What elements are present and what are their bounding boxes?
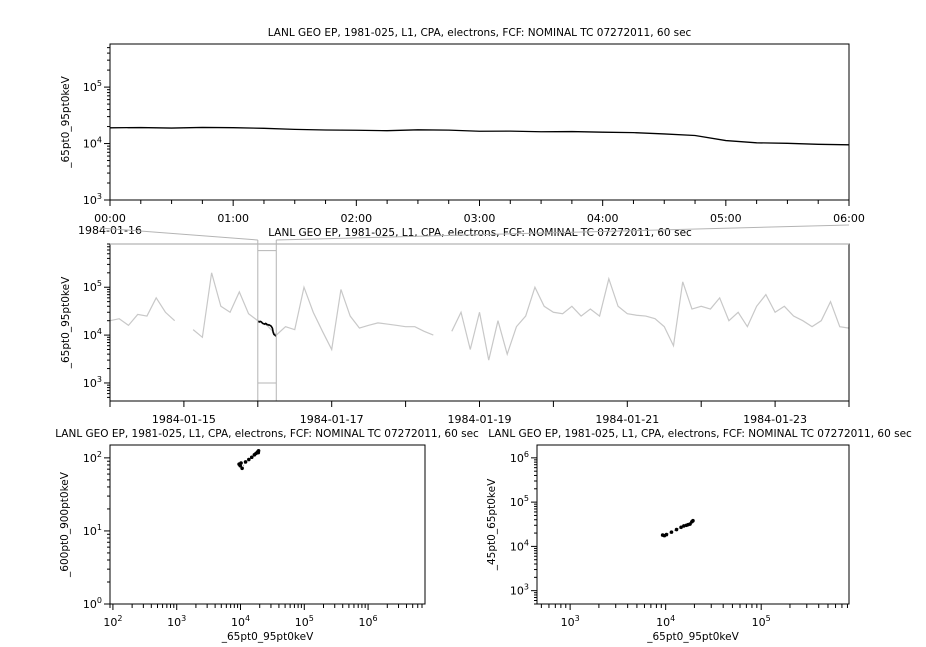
panel2-x-tick-label: 1984-01-15 [152, 413, 216, 426]
panel1-frame [109, 43, 850, 201]
panel1-x-tick-label: 02:00 [340, 212, 372, 225]
panel2-context-line [451, 276, 850, 361]
panel2-x-tick-label: 1984-01-17 [300, 413, 364, 426]
panel3-point [238, 463, 243, 468]
panel4-point [679, 525, 683, 530]
panel2-title: LANL GEO EP, 1981-025, L1, CPA, electron… [268, 227, 692, 239]
panel3-point [240, 466, 244, 471]
panel1-date-label: 1984-01-16 [78, 224, 142, 237]
panel1-y-tick-label: 105 [83, 79, 102, 94]
panel3-y-tick-label: 101 [83, 523, 102, 538]
panel4-frame [536, 444, 850, 605]
panel2-x-tick-label: 1984-01-23 [743, 413, 807, 426]
panel4-y-tick-label: 105 [510, 494, 529, 509]
panel3-x-tick-label: 105 [295, 614, 314, 629]
panel3-point [256, 448, 261, 453]
panel4-point [691, 518, 695, 523]
panel4-xlabel: _65pt0_95pt0keV [646, 631, 739, 643]
panel3-y-tick-label: 100 [83, 596, 102, 611]
panel1-title: LANL GEO EP, 1981-025, L1, CPA, electron… [268, 27, 692, 39]
panel4-x-tick-label: 103 [561, 614, 580, 629]
panel3-point [249, 455, 254, 460]
panel4-x-tick-label: 105 [752, 614, 771, 629]
panel3-point [247, 457, 251, 462]
panel2-ylabel: _65pt0_95pt0keV [60, 276, 72, 369]
panel2-highlight-line [257, 320, 277, 337]
panel1-x-tick-label: 05:00 [710, 212, 742, 225]
panel1-x-tick-label: 01:00 [217, 212, 249, 225]
panel2-x-tick-label: 1984-01-19 [448, 413, 512, 426]
panel3-x-tick-label: 106 [359, 614, 378, 629]
panel1-y-tick-label: 103 [83, 192, 102, 207]
panel3-x-tick-label: 102 [103, 614, 122, 629]
panel4-title: LANL GEO EP, 1981-025, L1, CPA, electron… [488, 428, 912, 440]
panel1-series-line [109, 126, 850, 146]
panel4-point [674, 527, 679, 532]
panel3-point [239, 461, 243, 465]
panel1-x-tick-label: 00:00 [94, 212, 126, 225]
panel4-y-tick-label: 103 [510, 583, 529, 598]
panel2-frame [109, 243, 850, 402]
panel3-x-tick-label: 103 [167, 614, 186, 629]
panel2-y-tick-label: 103 [83, 375, 102, 390]
panel2-y-tick-label: 105 [83, 279, 102, 294]
panel3-frame [109, 444, 426, 605]
panel3-title: LANL GEO EP, 1981-025, L1, CPA, electron… [55, 428, 479, 440]
panel1-x-tick-label: 06:00 [833, 212, 865, 225]
panel4-point [664, 532, 669, 537]
panel4-point [669, 530, 674, 534]
panel4-y-tick-label: 106 [510, 450, 529, 465]
panel2-context-line [192, 272, 434, 352]
panel1-x-tick-label: 03:00 [464, 212, 496, 225]
panel3-x-tick-label: 104 [231, 614, 250, 629]
zoom-connector-left [99, 227, 258, 241]
panel3-xlabel: _65pt0_95pt0keV [221, 631, 314, 643]
panel4-ylabel: _45pt0_65pt0keV [486, 478, 498, 571]
panel3-y-tick-label: 102 [83, 450, 102, 465]
panel1-x-tick-label: 04:00 [587, 212, 619, 225]
panel1-ylabel: _65pt0_95pt0keV [60, 75, 72, 168]
panel1-y-tick-label: 104 [83, 136, 102, 151]
panel2-y-tick-label: 104 [83, 327, 102, 342]
panel4-x-tick-label: 104 [656, 614, 675, 629]
panel3-point [243, 460, 248, 464]
zoom-connector-right [276, 224, 850, 241]
panel2-context-line [109, 296, 176, 327]
panel4-y-tick-label: 104 [510, 538, 529, 553]
panel3-ylabel: _600pt0_900pt0keV [59, 471, 71, 578]
panel2-x-tick-label: 1984-01-21 [595, 413, 659, 426]
